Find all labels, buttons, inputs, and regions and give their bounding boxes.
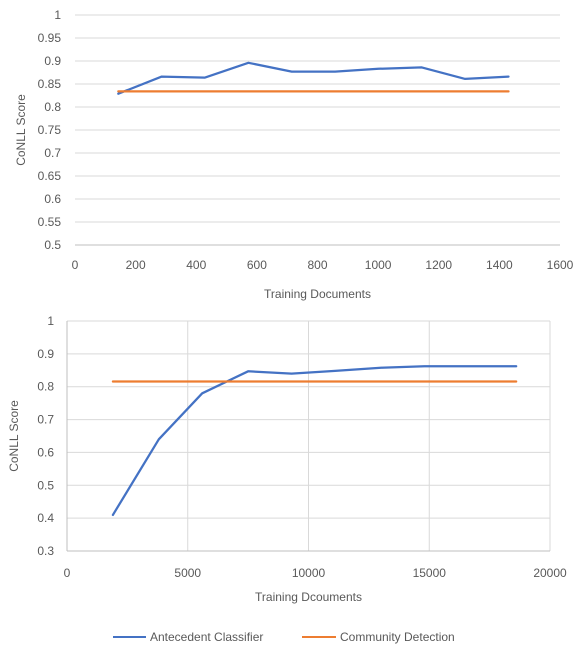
y-tick-label: 0.4 xyxy=(37,511,54,525)
x-tick-label: 1200 xyxy=(425,258,452,272)
x-axis-title: Training Dcouments xyxy=(255,590,362,604)
legend-label-antecedent-classifier: Antecedent Classifier xyxy=(150,630,263,644)
y-tick-label: 0.7 xyxy=(44,146,61,160)
y-tick-label: 0.9 xyxy=(37,347,54,361)
y-tick-label: 1 xyxy=(47,314,54,328)
y-tick-label: 0.9 xyxy=(44,54,61,68)
y-tick-label: 0.85 xyxy=(38,77,62,91)
y-axis-title: CoNLL Score xyxy=(14,94,28,166)
x-tick-label: 600 xyxy=(247,258,267,272)
x-tick-label: 20000 xyxy=(533,566,567,580)
y-axis-title: CoNLL Score xyxy=(7,400,21,472)
legend: Antecedent Classifier Community Detectio… xyxy=(113,630,455,644)
x-tick-label: 0 xyxy=(64,566,71,580)
x-tick-label: 400 xyxy=(186,258,206,272)
x-tick-label: 200 xyxy=(126,258,146,272)
y-tick-label: 0.7 xyxy=(37,413,54,427)
x-tick-label: 1400 xyxy=(486,258,513,272)
x-tick-label: 10000 xyxy=(292,566,326,580)
x-tick-label: 5000 xyxy=(174,566,201,580)
x-tick-label: 0 xyxy=(72,258,79,272)
chart-top: 0.5 0.55 0.6 0.65 0.7 0.75 0.8 0.85 0.9 0.95 1 0 200… xyxy=(14,8,574,301)
x-tick-label: 800 xyxy=(307,258,327,272)
series-line-antecedent-classifier xyxy=(117,61,510,95)
y-tick-label: 0.65 xyxy=(38,169,62,183)
y-tick-label: 0.6 xyxy=(37,445,54,459)
y-tick-label: 0.3 xyxy=(37,544,54,558)
y-tick-label: 0.5 xyxy=(37,478,54,492)
chart-bottom: 0.3 0.4 0.5 0.6 0.7 0.8 0.9 1 0 5000 10000 15000 200… xyxy=(7,314,567,604)
series-line-antecedent-classifier xyxy=(111,365,518,517)
y-tick-label: 0.95 xyxy=(38,31,62,45)
x-tick-label: 1600 xyxy=(547,258,574,272)
y-tick-label: 0.5 xyxy=(44,238,61,252)
y-tick-label: 0.55 xyxy=(38,215,62,229)
y-tick-label: 0.8 xyxy=(37,380,54,394)
y-tick-label: 0.8 xyxy=(44,100,61,114)
y-tick-label: 0.6 xyxy=(44,192,61,206)
x-tick-label: 15000 xyxy=(413,566,447,580)
x-axis-title: Training Documents xyxy=(264,287,371,301)
legend-label-community-detection: Community Detection xyxy=(340,630,455,644)
y-tick-label: 0.75 xyxy=(38,123,62,137)
y-tick-label: 1 xyxy=(54,8,61,22)
x-tick-label: 1000 xyxy=(365,258,392,272)
